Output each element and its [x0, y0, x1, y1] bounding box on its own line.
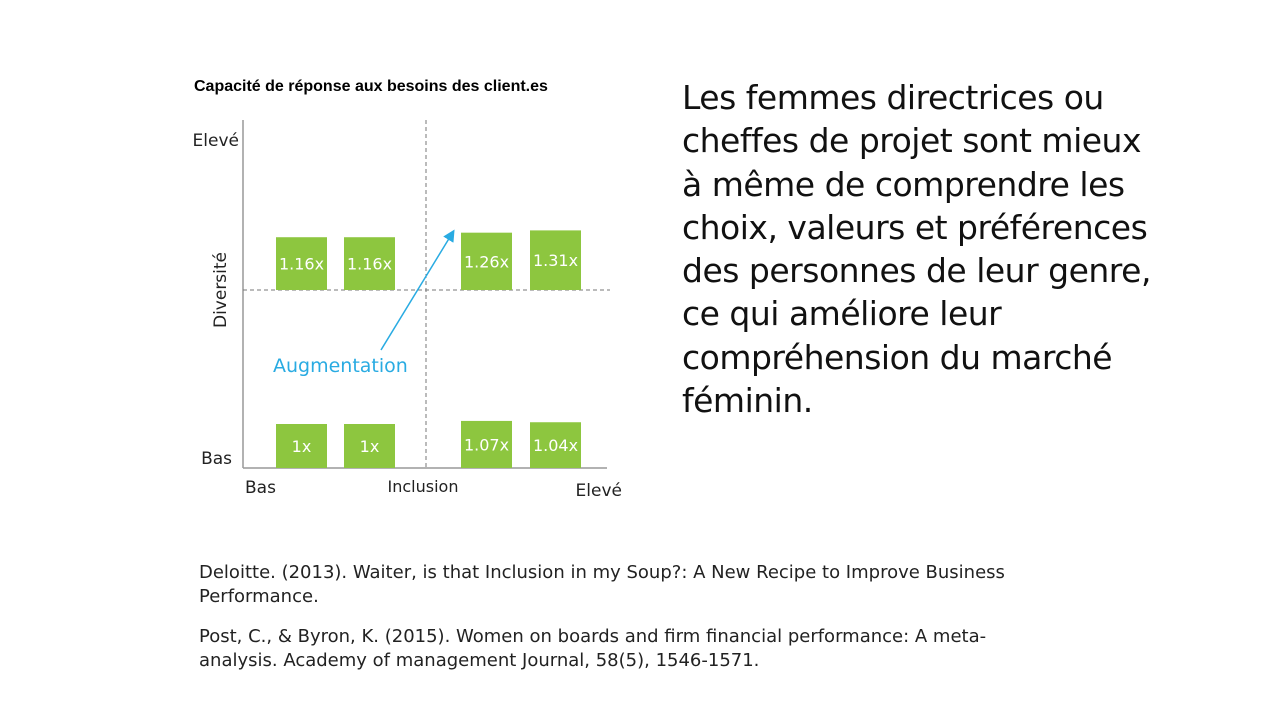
bar-value-label: 1x [360, 437, 380, 456]
annotation-arrow [380, 229, 455, 351]
reference-deloitte: Deloitte. (2013). Waiter, is that Inclus… [199, 562, 1005, 607]
annotation-label: Augmentation [273, 355, 408, 377]
reference-post-byron: Post, C., & Byron, K. (2015). Women on b… [199, 626, 987, 671]
main-text: Les femmes directrices ou cheffes de pro… [682, 78, 1151, 421]
x-tick-label: Bas [245, 478, 276, 498]
bar [530, 230, 581, 290]
y-axis-title: Diversité [211, 252, 231, 328]
y-tick-label: Bas [201, 449, 232, 469]
bar-value-label: 1x [292, 437, 312, 456]
bar [461, 232, 512, 290]
bar-value-label: 1.04x [533, 436, 578, 455]
y-tick-label: Elevé [193, 131, 239, 151]
bar [530, 422, 581, 468]
chart-title: Capacité de réponse aux besoins des clie… [194, 78, 548, 95]
bar-value-label: 1.07x [464, 435, 509, 454]
bar [344, 237, 395, 290]
bar [344, 424, 395, 468]
bar [276, 424, 327, 468]
bar-value-label: 1.16x [279, 255, 324, 274]
bar-value-label: 1.31x [533, 251, 578, 270]
bar-value-label: 1.16x [347, 255, 392, 274]
bar [461, 420, 512, 468]
references: Deloitte. (2013). Waiter, is that Inclus… [199, 561, 1059, 689]
x-tick-label: Elevé [576, 481, 622, 501]
x-axis-title: Inclusion [388, 477, 459, 496]
bar-value-label: 1.26x [464, 252, 509, 271]
bar [276, 237, 327, 290]
